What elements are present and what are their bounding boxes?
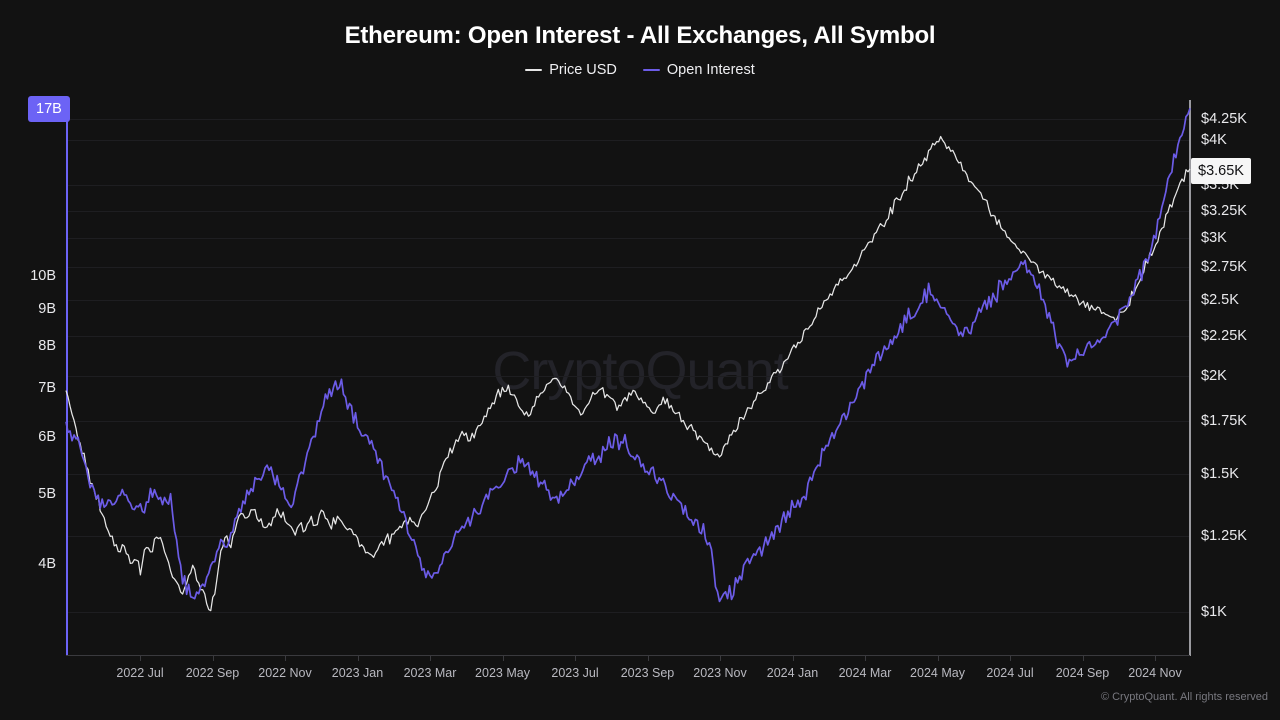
y-axis-right-tick-label: $1.5K bbox=[1201, 465, 1239, 482]
x-axis-tick bbox=[793, 655, 794, 661]
x-axis-tick bbox=[938, 655, 939, 661]
series-canvas bbox=[65, 107, 1191, 612]
gridline bbox=[66, 185, 1190, 186]
y-axis-right-tick-label: $2.75K bbox=[1201, 259, 1247, 276]
x-axis-tick bbox=[358, 655, 359, 661]
legend-label-open-interest: Open Interest bbox=[666, 62, 755, 78]
x-axis-tick-label: 2023 Jan bbox=[331, 666, 384, 680]
legend-swatch-open-interest bbox=[642, 69, 660, 71]
y-axis-right-tick-label: $1.25K bbox=[1201, 527, 1247, 544]
x-axis-tick bbox=[140, 655, 141, 661]
y-axis-left-tick-label: 5B bbox=[38, 486, 56, 503]
gridline bbox=[66, 536, 1190, 537]
x-axis-tick-label: 2024 Sep bbox=[1055, 666, 1110, 680]
legend-item-open-interest[interactable]: Open Interest bbox=[642, 62, 755, 78]
y-axis-right-tick-label: $1K bbox=[1201, 603, 1227, 620]
x-axis-line bbox=[66, 655, 1190, 656]
y-axis-left-line bbox=[66, 100, 68, 656]
copyright-notice: © CryptoQuant. All rights reserved bbox=[1100, 691, 1268, 703]
y-axis-left-tick-label: 4B bbox=[38, 556, 56, 573]
gridline bbox=[66, 238, 1190, 239]
price-value-badge: $3.65K bbox=[1191, 158, 1251, 185]
y-axis-right-tick-label: $1.75K bbox=[1201, 413, 1247, 430]
gridline bbox=[66, 211, 1190, 212]
y-axis-right-tick-label: $4.25K bbox=[1201, 111, 1247, 128]
y-axis-left-tick-label: 8B bbox=[38, 338, 56, 355]
legend-item-price-usd[interactable]: Price USD bbox=[525, 62, 617, 78]
x-axis-tick-label: 2024 May bbox=[910, 666, 965, 680]
x-axis-tick-label: 2024 Jan bbox=[766, 666, 819, 680]
x-axis-tick-label: 2022 Sep bbox=[185, 666, 240, 680]
gridline bbox=[66, 421, 1190, 422]
x-axis-tick bbox=[1010, 655, 1011, 661]
y-axis-right-tick-label: $2.5K bbox=[1201, 291, 1239, 308]
gridline bbox=[66, 300, 1190, 301]
y-axis-left-tick-label: 6B bbox=[38, 428, 56, 445]
x-axis-tick bbox=[430, 655, 431, 661]
x-axis-tick-label: 2024 Nov bbox=[1128, 666, 1182, 680]
x-axis-tick-label: 2024 Jul bbox=[986, 666, 1034, 680]
x-axis-tick-label: 2022 Jul bbox=[116, 666, 164, 680]
x-axis-tick bbox=[1155, 655, 1156, 661]
x-axis-tick-label: 2023 Mar bbox=[403, 666, 457, 680]
x-axis-tick-label: 2022 Nov bbox=[258, 666, 312, 680]
gridline bbox=[66, 474, 1190, 475]
x-axis-tick bbox=[213, 655, 214, 661]
x-axis-tick bbox=[720, 655, 721, 661]
x-axis-tick-label: 2024 Mar bbox=[838, 666, 892, 680]
y-axis-left-tick-label: 7B bbox=[38, 380, 56, 397]
open-interest-value-badge: 17B bbox=[28, 96, 70, 123]
x-axis-tick-label: 2023 May bbox=[475, 666, 530, 680]
x-axis-tick-label: 2023 Nov bbox=[693, 666, 747, 680]
gridline bbox=[66, 336, 1190, 337]
x-axis-tick bbox=[865, 655, 866, 661]
gridline bbox=[66, 267, 1190, 268]
y-axis-right-tick-label: $4K bbox=[1201, 132, 1227, 149]
legend-swatch-price-usd bbox=[525, 69, 543, 71]
y-axis-right-tick-label: $3.25K bbox=[1201, 202, 1247, 219]
series-line-price-usd bbox=[65, 135, 1191, 612]
y-axis-right-line bbox=[1189, 100, 1191, 656]
gridline bbox=[66, 140, 1190, 141]
gridline bbox=[66, 376, 1190, 377]
x-axis-tick bbox=[648, 655, 649, 661]
x-axis-tick-label: 2023 Jul bbox=[551, 666, 599, 680]
x-axis-tick bbox=[575, 655, 576, 661]
gridline bbox=[66, 119, 1190, 120]
page-title: Ethereum: Open Interest - All Exchanges,… bbox=[344, 22, 936, 49]
y-axis-left-tick-label: 10B bbox=[30, 268, 56, 285]
chart-legend: Price USD Open Interest bbox=[0, 62, 1280, 78]
x-axis-tick bbox=[285, 655, 286, 661]
y-axis-right-tick-label: $2.25K bbox=[1201, 327, 1247, 344]
gridline bbox=[66, 612, 1190, 613]
x-axis-tick bbox=[503, 655, 504, 661]
series-line-open-interest bbox=[65, 107, 1191, 603]
x-axis-tick bbox=[1083, 655, 1084, 661]
x-axis-tick-label: 2023 Sep bbox=[620, 666, 675, 680]
y-axis-right-tick-label: $2K bbox=[1201, 367, 1227, 384]
legend-label-price-usd: Price USD bbox=[549, 62, 617, 78]
y-axis-right-tick-label: $3K bbox=[1201, 229, 1227, 246]
y-axis-left-tick-label: 9B bbox=[38, 301, 56, 318]
plot-area[interactable] bbox=[65, 100, 1191, 655]
